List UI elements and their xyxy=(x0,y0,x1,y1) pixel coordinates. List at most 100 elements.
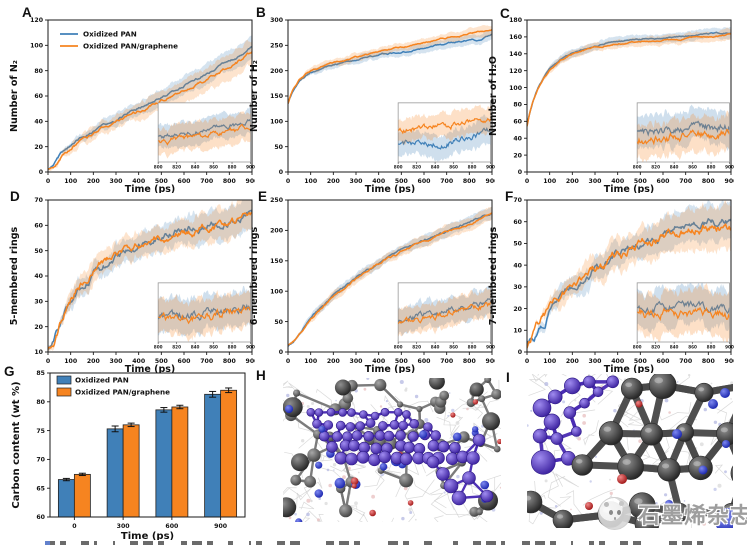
svg-text:40: 40 xyxy=(513,135,522,142)
svg-text:60: 60 xyxy=(36,514,45,521)
svg-text:80: 80 xyxy=(34,68,43,75)
svg-text:800: 800 xyxy=(394,345,403,350)
panel-label-G: G xyxy=(4,364,15,379)
svg-text:880: 880 xyxy=(707,345,716,350)
svg-text:80: 80 xyxy=(513,102,522,109)
svg-text:0: 0 xyxy=(286,178,291,185)
svg-text:70: 70 xyxy=(513,197,522,204)
panel-label-B: B xyxy=(256,5,266,20)
svg-text:900: 900 xyxy=(725,358,734,365)
svg-text:0: 0 xyxy=(39,169,44,176)
svg-text:800: 800 xyxy=(223,178,237,185)
svg-text:0: 0 xyxy=(518,349,523,356)
svg-text:20: 20 xyxy=(34,144,43,151)
svg-text:7-membered rings: 7-membered rings xyxy=(488,226,499,325)
svg-text:840: 840 xyxy=(670,165,679,170)
svg-text:900: 900 xyxy=(486,358,495,365)
svg-text:85: 85 xyxy=(36,370,45,377)
watermark: 石墨烯杂志 xyxy=(598,497,747,530)
svg-text:800: 800 xyxy=(154,165,163,170)
svg-text:180: 180 xyxy=(509,17,523,24)
svg-text:300: 300 xyxy=(117,523,131,530)
svg-text:0: 0 xyxy=(46,178,51,185)
svg-text:820: 820 xyxy=(172,165,181,170)
svg-text:40: 40 xyxy=(34,273,43,280)
panel-label-H: H xyxy=(256,368,266,383)
svg-text:100: 100 xyxy=(304,178,318,185)
svg-text:880: 880 xyxy=(468,165,477,170)
svg-text:300: 300 xyxy=(110,178,124,185)
svg-text:Time (ps): Time (ps) xyxy=(604,184,655,193)
svg-text:700: 700 xyxy=(200,178,214,185)
svg-text:900: 900 xyxy=(246,165,255,170)
molecular-snapshot-wide xyxy=(283,378,501,522)
molecular-snapshot-closeup xyxy=(527,374,733,528)
svg-text:840: 840 xyxy=(431,165,440,170)
svg-text:500: 500 xyxy=(634,178,648,185)
svg-text:860: 860 xyxy=(449,165,458,170)
svg-text:700: 700 xyxy=(679,358,693,365)
panel-label-A: A xyxy=(22,5,32,20)
svg-text:700: 700 xyxy=(200,358,214,365)
svg-text:820: 820 xyxy=(412,165,421,170)
svg-text:0: 0 xyxy=(279,169,284,176)
panel-label-I: I xyxy=(506,370,510,385)
svg-text:800: 800 xyxy=(223,358,237,365)
chart-number-of-h2: 0 100 200 300 400 500 600 700 800 900 0 50 100 150 200… xyxy=(249,17,495,193)
svg-text:250: 250 xyxy=(270,197,284,204)
svg-text:50: 50 xyxy=(274,319,283,326)
svg-text:840: 840 xyxy=(431,345,440,350)
svg-text:400: 400 xyxy=(611,358,625,365)
svg-text:150: 150 xyxy=(270,258,284,265)
svg-text:140: 140 xyxy=(509,51,523,58)
svg-text:60: 60 xyxy=(34,93,43,100)
svg-text:800: 800 xyxy=(463,178,477,185)
svg-text:200: 200 xyxy=(270,68,284,75)
svg-text:500: 500 xyxy=(395,358,409,365)
chart-7-membered-rings: 0 100 200 300 400 500 600 700 800 900 0 10 20 30 40 50 6… xyxy=(488,197,734,373)
svg-text:900: 900 xyxy=(725,165,734,170)
svg-text:200: 200 xyxy=(87,178,101,185)
svg-text:Time (ps): Time (ps) xyxy=(365,364,416,373)
svg-text:820: 820 xyxy=(651,345,660,350)
svg-text:600: 600 xyxy=(165,523,179,530)
svg-text:60: 60 xyxy=(513,119,522,126)
panel-label-C: C xyxy=(500,6,510,21)
svg-text:400: 400 xyxy=(372,358,386,365)
svg-text:700: 700 xyxy=(440,178,454,185)
svg-text:900: 900 xyxy=(246,358,255,365)
svg-text:100: 100 xyxy=(64,358,78,365)
svg-text:300: 300 xyxy=(350,358,364,365)
svg-text:860: 860 xyxy=(209,165,218,170)
svg-text:200: 200 xyxy=(566,358,580,365)
svg-text:150: 150 xyxy=(270,93,284,100)
chart-number-of-n2: 0 100 200 300 400 500 600 700 800 900 0 20 40 60 80 100… xyxy=(9,17,255,193)
svg-text:840: 840 xyxy=(191,165,200,170)
svg-text:600: 600 xyxy=(657,178,671,185)
svg-text:Oxidized PAN: Oxidized PAN xyxy=(83,30,137,39)
cropped-caption-line xyxy=(45,541,713,545)
svg-text:65: 65 xyxy=(36,485,45,492)
svg-text:10: 10 xyxy=(513,327,522,334)
svg-text:820: 820 xyxy=(651,165,660,170)
svg-text:600: 600 xyxy=(178,178,192,185)
svg-text:250: 250 xyxy=(270,43,284,50)
svg-text:800: 800 xyxy=(633,165,642,170)
svg-text:20: 20 xyxy=(513,152,522,159)
svg-text:300: 300 xyxy=(589,178,603,185)
svg-text:100: 100 xyxy=(270,119,284,126)
svg-text:30: 30 xyxy=(34,299,43,306)
svg-text:100: 100 xyxy=(64,178,78,185)
svg-text:0: 0 xyxy=(279,349,284,356)
svg-text:600: 600 xyxy=(418,358,432,365)
svg-text:900: 900 xyxy=(246,178,255,185)
svg-text:Number of H₂: Number of H₂ xyxy=(249,60,260,132)
svg-text:600: 600 xyxy=(418,178,432,185)
svg-text:40: 40 xyxy=(34,119,43,126)
svg-text:800: 800 xyxy=(702,178,716,185)
chart-carbon-content-bars: 0 300 600 900 60 65 70 75 80 85 Time (ps) Carbon co… xyxy=(11,370,246,540)
svg-text:900: 900 xyxy=(246,345,255,350)
svg-text:200: 200 xyxy=(327,358,341,365)
svg-text:300: 300 xyxy=(589,358,603,365)
svg-text:160: 160 xyxy=(509,34,523,41)
